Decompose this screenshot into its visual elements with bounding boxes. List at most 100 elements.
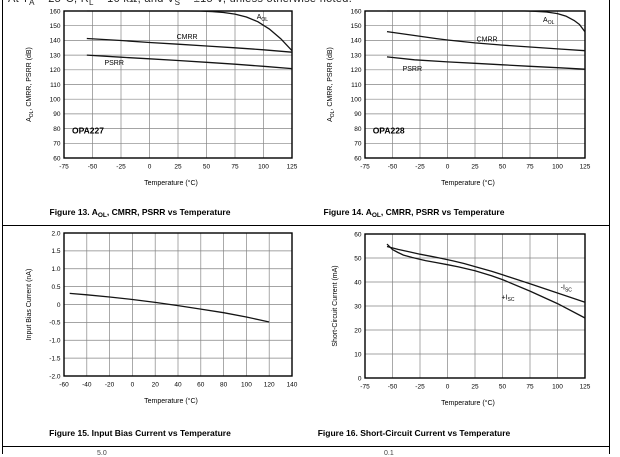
y-tick-label: 70	[354, 141, 362, 148]
y-tick-label: 120	[351, 67, 362, 74]
x-tick-label: 75	[526, 164, 534, 171]
x-tick-label: -50	[388, 164, 398, 171]
fig16-yaxis-label: Short-Circuit Current (mA)	[332, 265, 339, 346]
fig15-chart: -60 -40 -20 0 20 40 60 80 100 120 140-2.0-1.5-1.0-…	[26, 230, 298, 405]
fig14-aol-label: AOL	[543, 17, 555, 26]
x-tick-label: -25	[116, 164, 126, 171]
fig15-ytick-labels: -2.0 -1.5 -1.0 -0.5 0 0.5 1.0 1.5 2.0	[49, 230, 61, 380]
y-tick-label: 110	[50, 82, 61, 89]
x-tick-label: 0	[446, 164, 450, 171]
y-tick-label: 100	[351, 97, 362, 104]
x-tick-label: 50	[499, 384, 507, 391]
y-tick-label: 160	[50, 8, 61, 15]
left-border-rule	[2, 0, 3, 454]
fig16-plus-isc-label: +ISC	[502, 294, 515, 303]
x-tick-label: 125	[580, 384, 591, 391]
fig13-series-CMRR	[86, 37, 293, 53]
fig13-ytick-labels: 60 70 80 90 100 110 120 130 140 150 160	[50, 8, 61, 162]
fig15-series-IB	[69, 292, 270, 323]
x-tick-label: 25	[471, 384, 479, 391]
fig16-gridlines	[364, 233, 586, 379]
fig15-gridlines	[63, 232, 293, 377]
x-tick-label: 75	[231, 164, 239, 171]
x-tick-label: 50	[499, 164, 507, 171]
figure15-caption: Figure 15. Input Bias Current vs Tempera…	[49, 428, 231, 438]
y-tick-label: 40	[354, 279, 362, 286]
x-tick-label: 25	[174, 164, 182, 171]
x-tick-label: -50	[88, 164, 98, 171]
fig14-chart: -75 -50 -25 0 25 50 75 100 125 60 70 80 90 100 110 120 1…	[327, 8, 591, 187]
x-tick-label: -50	[388, 384, 398, 391]
x-tick-label: 100	[241, 382, 252, 389]
y-tick-label: 20	[354, 327, 362, 334]
y-tick-label: -0.5	[49, 320, 61, 327]
y-tick-label: 60	[53, 155, 61, 162]
x-tick-label: 125	[287, 164, 298, 171]
fig13-series-AOL	[86, 10, 293, 52]
x-tick-label: -20	[105, 382, 115, 389]
y-tick-label: 140	[50, 38, 61, 45]
fig13-series-PSRR	[86, 54, 293, 70]
y-tick-label: 130	[351, 52, 362, 59]
fig16-ytick-labels: 0 10 20 30 40 50 60	[354, 231, 362, 382]
y-tick-label: 60	[354, 231, 362, 238]
fig14-psrr-label: PSRR	[403, 66, 422, 73]
fig16-minus-isc-label: -ISC	[561, 285, 573, 294]
x-tick-label: 0	[148, 164, 152, 171]
fig15-frame	[63, 232, 293, 377]
figure16-caption: Figure 16. Short-Circuit Current vs Temp…	[317, 428, 511, 438]
fig15-yaxis-label: Input Bias Current (nA)	[26, 269, 33, 341]
x-tick-label: 50	[203, 164, 211, 171]
fig14-ytick-labels: 60 70 80 90 100 110 120 130 140 150 160	[351, 8, 362, 162]
y-tick-label: 90	[354, 111, 362, 118]
x-tick-label: 60	[197, 382, 205, 389]
conditions-text: At T	[8, 0, 29, 5]
y-tick-label: 110	[351, 82, 362, 89]
x-tick-label: 80	[220, 382, 228, 389]
fig14-series-CMRR	[386, 30, 586, 52]
fig16-series-plus-ISC	[386, 243, 586, 319]
fig16-xtick-labels: -75 -50 -25 0 25 50 75 100 125	[360, 384, 591, 391]
x-tick-label: 100	[258, 164, 269, 171]
x-tick-label: -60	[59, 382, 69, 389]
fig14-xaxis-label: Temperature (°C)	[441, 179, 495, 187]
fig14-cmrr-label: CMRR	[477, 36, 498, 43]
y-tick-label: 0.5	[51, 284, 60, 291]
row-divider-rule	[2, 225, 610, 226]
figure14-caption: Figure 14. AOL, CMRR, PSRR vs Temperatur…	[323, 207, 505, 219]
figure13-caption: Figure 13. AOL, CMRR, PSRR vs Temperatur…	[49, 207, 231, 219]
test-conditions-header: At TA = 25°C, RL = 10 kΩ, and VS = ±15 V…	[8, 0, 352, 7]
y-tick-label: 130	[50, 52, 61, 59]
y-tick-label: 50	[354, 255, 362, 262]
x-tick-label: 20	[152, 382, 160, 389]
y-tick-label: 150	[50, 23, 61, 30]
x-tick-label: 0	[131, 382, 135, 389]
x-tick-label: 125	[580, 164, 591, 171]
y-tick-label: 100	[50, 97, 61, 104]
fig13-chart: -75 -50 -25 0 25 50 75 100 125 60 70 80 90 100 110 120 1…	[26, 8, 298, 187]
x-tick-label: -25	[415, 164, 425, 171]
x-tick-label: -75	[59, 164, 69, 171]
y-tick-label: 80	[354, 126, 362, 133]
fig15-xaxis-label: Temperature (°C)	[144, 397, 198, 405]
x-tick-label: -40	[82, 382, 92, 389]
fig13-psrr-label: PSRR	[104, 60, 123, 67]
fig14-yaxis-label: AOL, CMRR, PSRR (dB)	[327, 47, 336, 122]
fig13-device-label: OPA227	[72, 126, 104, 136]
y-tick-label: -1.0	[49, 338, 61, 345]
y-tick-label: 1.5	[51, 248, 60, 255]
y-tick-label: 140	[351, 38, 362, 45]
y-tick-label: 10	[354, 351, 362, 358]
fig16-frame	[364, 233, 586, 379]
fig13-gridlines	[63, 10, 293, 159]
x-tick-label: 40	[174, 382, 182, 389]
fig13-xtick-labels: -75 -50 -25 0 25 50 75 100 125	[59, 164, 298, 171]
y-tick-label: 2.0	[51, 230, 60, 237]
fig14-series-PSRR	[386, 56, 586, 70]
y-tick-label: 0	[358, 375, 362, 382]
y-tick-label: -1.5	[49, 355, 61, 362]
fig14-xtick-labels: -75 -50 -25 0 25 50 75 100 125	[360, 164, 591, 171]
y-tick-label: -2.0	[49, 373, 61, 380]
fig13-aol-label: AOL	[257, 14, 269, 23]
